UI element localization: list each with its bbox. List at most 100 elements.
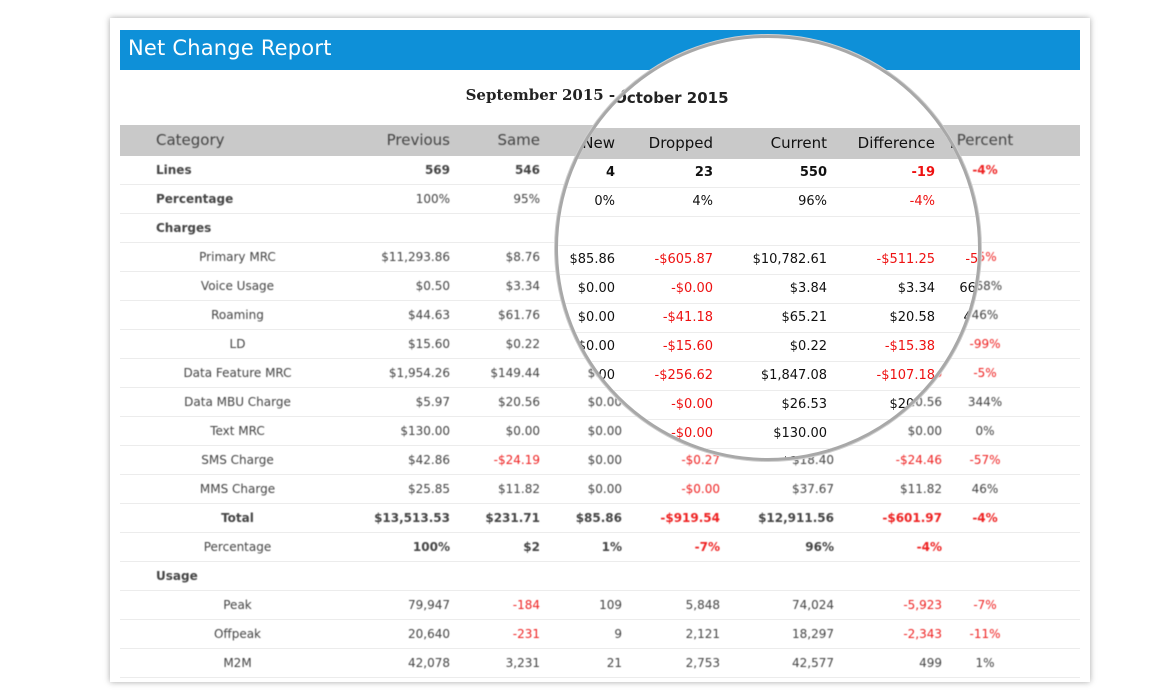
table-row: LD$15.60$0.22$0.00-$15.60$0.22-$15.38-99… [558, 333, 978, 362]
cell-current: 96% [805, 540, 834, 554]
cell-same: $11.82 [498, 482, 540, 496]
row-label: Lines [156, 163, 192, 177]
cell-previous: $42.86 [408, 453, 450, 467]
cell-previous: $11,293.86 [381, 250, 450, 264]
cell-current: $3.84 [789, 281, 827, 296]
cell-percent: -57% [923, 449, 978, 458]
row-label: SMS Charge [201, 453, 274, 467]
column-header-same: Same [497, 131, 540, 149]
cell-new: $0.00 [577, 310, 615, 325]
cell-dropped: 2,121 [685, 627, 720, 641]
row-label: Charges [156, 221, 212, 235]
cell-difference: 499 [919, 656, 942, 670]
row-label: Total [221, 511, 254, 525]
cell-previous: $25.85 [408, 482, 450, 496]
cell-current: $12,911.56 [758, 511, 834, 525]
cell-percent: -4% [972, 511, 998, 525]
cell-new: 21 [606, 656, 622, 670]
column-header-percent: Percent [949, 134, 981, 152]
cell-percent: -99% [969, 337, 1001, 351]
cell-new: 4 [605, 165, 615, 180]
column-header-category: Category [156, 131, 225, 149]
table-row: Data Feature MRC$1,954.26$149.44$0.00-$2… [558, 362, 979, 391]
table-row: Usage [120, 562, 1080, 591]
cell-new: $0.00 [587, 482, 622, 496]
cell-new: $0.00 [587, 395, 622, 409]
cell-new: 1% [601, 540, 622, 554]
cell-percent: -5% [965, 368, 979, 383]
cell-percent: 668% [959, 281, 978, 296]
cell-dropped: 5,848 [685, 598, 720, 612]
magnified-table: CategoryPreviousSameNewDroppedCurrentDif… [558, 128, 981, 458]
cell-current: 18,297 [792, 627, 834, 641]
cell-difference: $20.58 [889, 310, 936, 325]
table-row: Primary MRC$11,293.86$8.76$85.86-$605.87… [558, 246, 979, 275]
cell-new: $0.00 [577, 397, 615, 412]
row-label: Peak [223, 598, 252, 612]
cell-new: $0.00 [577, 339, 615, 354]
cell-same: $2 [523, 540, 540, 554]
cell-difference: -$511.25 [876, 252, 935, 267]
cell-previous: 100% [415, 192, 450, 206]
table-row: Voice Usage$0.50$3.34$0.00-$0.00$3.84$3.… [558, 275, 978, 304]
cell-percent: -7% [973, 598, 997, 612]
cell-new: $0.00 [577, 426, 615, 441]
cell-same: $8.76 [505, 250, 540, 264]
cell-new: $0.00 [587, 453, 622, 467]
cell-previous: $130.00 [400, 424, 450, 438]
magnified-report: September 2015 - October 2015CategoryPre… [558, 38, 981, 458]
cell-previous: $0.50 [415, 279, 450, 293]
table-row: Charges [558, 217, 978, 246]
table-row: Percentage 100% $2 1% -7% 96% -4% [120, 533, 1080, 562]
row-label: Percentage [203, 540, 272, 554]
cell-dropped: -$605.87 [654, 252, 713, 267]
cell-previous: 79,947 [408, 598, 450, 612]
cell-dropped: -$0.00 [671, 397, 713, 412]
cell-percent: -57% [969, 453, 1001, 467]
cell-current: $130.00 [773, 426, 827, 441]
cell-current: $26.53 [781, 397, 828, 412]
table-row: Roaming$44.63$61.76$0.00-$41.18$65.21$20… [558, 304, 978, 333]
cell-current: 96% [798, 194, 827, 209]
cell-same: $20.56 [498, 395, 540, 409]
cell-percent: -5% [965, 252, 979, 267]
cell-difference: $3.34 [897, 281, 935, 296]
cell-percent: 46% [971, 482, 999, 496]
cell-same: -231 [512, 627, 540, 641]
cell-dropped: -7% [694, 540, 720, 554]
row-label: Text MRC [210, 424, 265, 438]
cell-dropped: -$41.18 [662, 310, 713, 325]
row-label: MMS Charge [199, 482, 276, 496]
cell-dropped: -$0.27 [681, 453, 720, 467]
cell-same: -$24.19 [493, 453, 540, 467]
report-title-bar: Net Change Report [120, 30, 1080, 70]
cell-percent: -4% [972, 163, 998, 177]
cell-new: 9 [614, 627, 622, 641]
cell-new: 0% [594, 194, 615, 209]
cell-difference: -5,923 [903, 598, 942, 612]
cell-same: $61.76 [498, 308, 540, 322]
cell-same: $3.34 [505, 279, 540, 293]
cell-difference: $0.00 [897, 426, 935, 441]
cell-difference: $20.56 [889, 397, 936, 412]
cell-difference: -4% [916, 540, 942, 554]
cell-same: 546 [514, 163, 540, 177]
column-header-difference: Difference [857, 134, 935, 152]
cell-difference: $11.82 [900, 482, 942, 496]
cell-same: $0.00 [505, 424, 540, 438]
cell-dropped: -$919.54 [660, 511, 720, 525]
cell-difference: -$24.46 [825, 449, 935, 458]
table-row: M2M 42,078 3,231 21 2,753 42,577 499 1% [120, 649, 1080, 678]
report-title: Net Change Report [128, 36, 332, 60]
table-row: MMS Charge $25.85 $11.82 $0.00 -$0.00 $37.67 $… [120, 475, 1080, 504]
cell-previous: $44.63 [408, 308, 450, 322]
table-row: SMS Charge$42.86-$24.19$0.00-$0.27$18.40… [558, 449, 978, 458]
cell-percent: -5% [973, 366, 997, 380]
cell-dropped: -$0.27 [603, 449, 713, 458]
column-header-new: New [582, 134, 615, 152]
cell-difference: -$15.38 [884, 339, 935, 354]
cell-difference: -4% [909, 194, 935, 209]
cell-new: $0.00 [587, 424, 622, 438]
cell-previous: $13,513.53 [374, 511, 450, 525]
cell-dropped: -$0.00 [671, 426, 713, 441]
